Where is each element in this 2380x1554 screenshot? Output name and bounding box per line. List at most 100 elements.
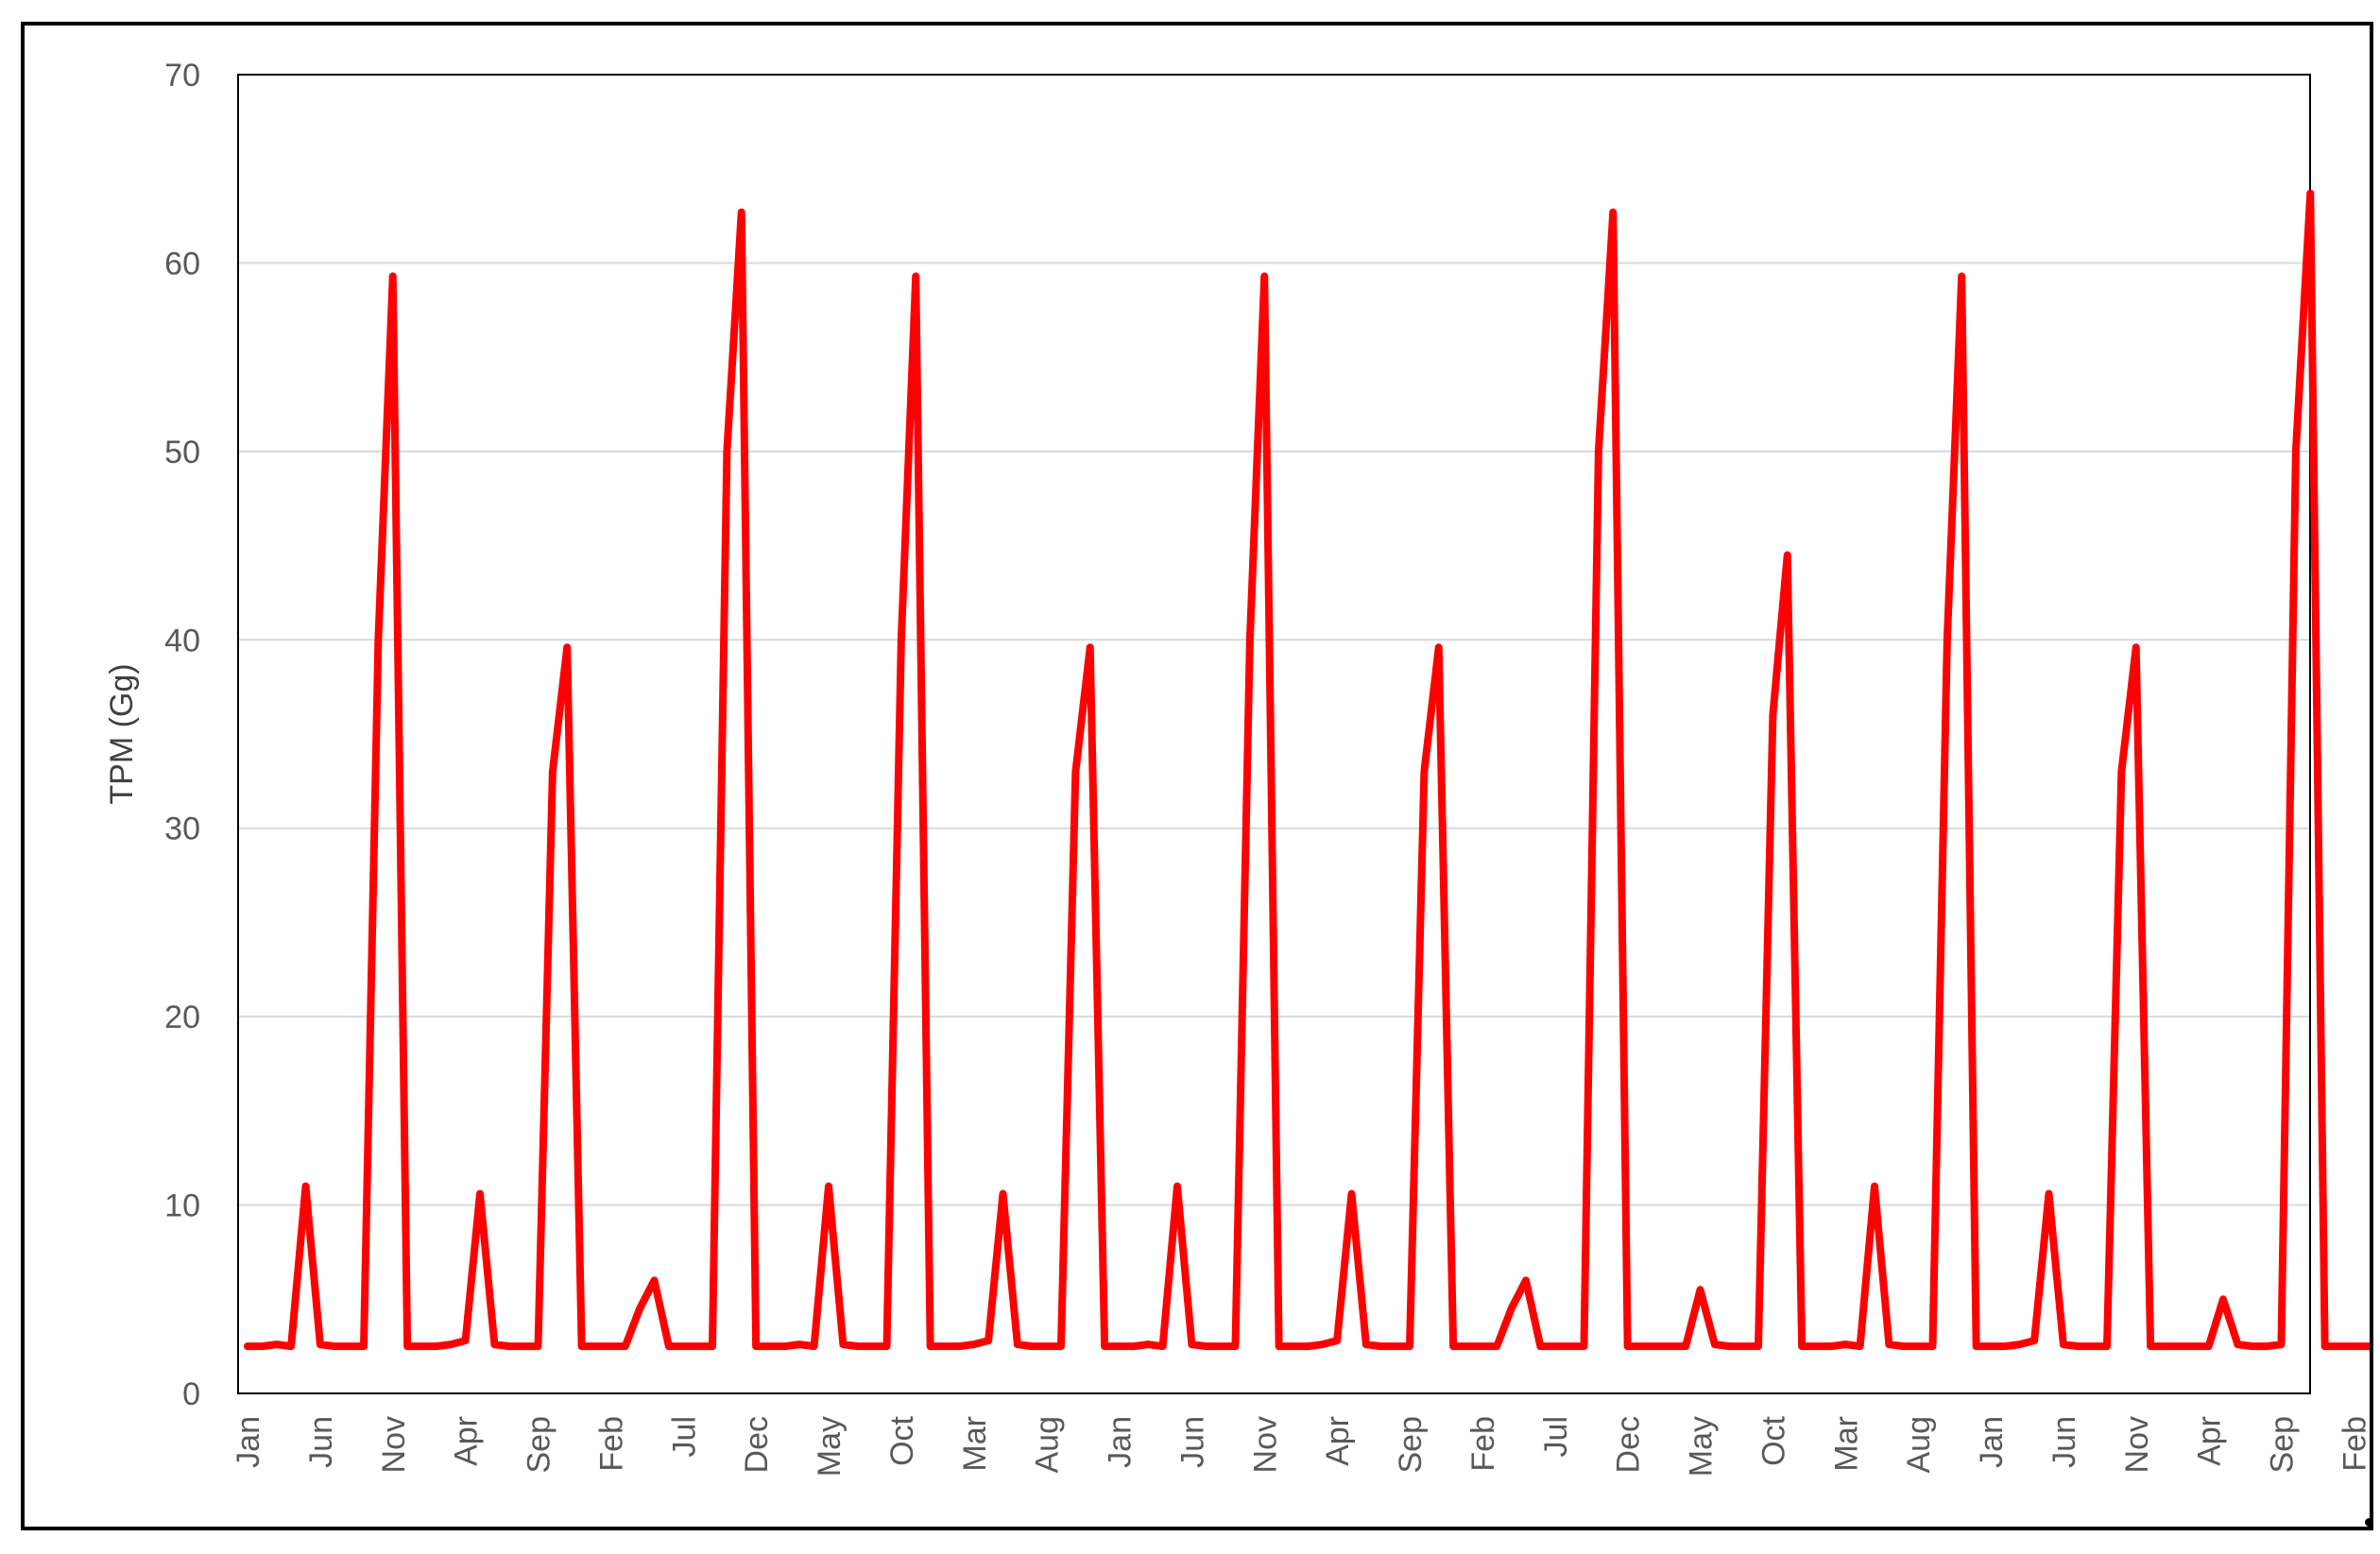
data-point xyxy=(1611,211,1615,214)
data-point xyxy=(1945,638,1949,641)
data-point xyxy=(1073,770,1077,774)
data-point xyxy=(304,1185,307,1188)
data-point xyxy=(1669,1344,1673,1348)
data-point xyxy=(1175,1185,1179,1188)
data-point xyxy=(1451,1344,1455,1348)
data-point xyxy=(1931,1344,1934,1348)
data-point xyxy=(1234,1344,1237,1348)
data-point xyxy=(1103,1344,1106,1348)
y-axis-ticks: 0 10 20 30 40 50 60 70 xyxy=(164,58,200,1412)
data-point xyxy=(1030,1344,1034,1348)
data-point xyxy=(1495,1344,1498,1348)
data-point xyxy=(783,1344,787,1348)
data-point xyxy=(1364,1342,1368,1346)
data-point xyxy=(2164,1344,2166,1348)
data-point xyxy=(986,1339,990,1342)
data-point xyxy=(580,1344,584,1348)
y-tick-label: 30 xyxy=(164,811,200,847)
data-point xyxy=(1713,1342,1717,1346)
x-tick-label: Feb xyxy=(2337,1416,2370,1472)
data-point xyxy=(2294,450,2298,453)
data-point xyxy=(1335,1339,1339,1342)
x-tick-label: Apr xyxy=(449,1416,485,1466)
x-tick-label: Jun xyxy=(303,1416,339,1468)
data-point xyxy=(1873,1185,1876,1188)
data-point xyxy=(1989,1344,1993,1348)
y-tick-label: 0 xyxy=(182,1376,200,1412)
data-point xyxy=(1699,1288,1702,1291)
y-axis-label: TPM (Gg) xyxy=(104,663,140,804)
data-point xyxy=(899,638,903,641)
data-point xyxy=(1626,1344,1630,1348)
data-point xyxy=(1161,1344,1165,1348)
data-point xyxy=(449,1342,453,1346)
data-point xyxy=(1684,1344,1687,1348)
data-point xyxy=(1597,450,1601,453)
data-point xyxy=(2178,1344,2182,1348)
x-tick-label: Aug xyxy=(1901,1416,1937,1474)
x-tick-label: Jan xyxy=(231,1416,266,1468)
data-point xyxy=(2207,1344,2211,1348)
data-point xyxy=(420,1344,423,1348)
data-point xyxy=(1829,1344,1833,1348)
data-point xyxy=(1002,1192,1004,1196)
data-point xyxy=(2192,1344,2196,1348)
data-point xyxy=(1553,1344,1557,1348)
data-point xyxy=(1858,1344,1862,1348)
trailing-dot xyxy=(2365,1518,2373,1527)
x-tick-label: Feb xyxy=(1465,1416,1501,1472)
x-tick-label: Sep xyxy=(1393,1416,1429,1474)
data-point xyxy=(1524,1278,1528,1282)
data-point xyxy=(1843,1342,1847,1346)
data-point xyxy=(2047,1192,2050,1196)
data-point xyxy=(2062,1342,2065,1346)
data-point xyxy=(972,1342,976,1346)
x-tick-label: Jan xyxy=(1103,1416,1139,1468)
data-point xyxy=(856,1344,860,1348)
data-point xyxy=(1510,1306,1514,1310)
data-point xyxy=(1466,1344,1469,1348)
x-tick-label: Oct xyxy=(1755,1415,1791,1465)
data-point xyxy=(1640,1344,1644,1348)
data-point xyxy=(2018,1342,2022,1346)
y-tick-label: 60 xyxy=(164,246,200,282)
data-point xyxy=(1146,1342,1150,1346)
data-point xyxy=(1016,1342,1019,1346)
line-chart: 0 10 20 30 40 50 60 70 Jan Jun Nov Apr Sep Feb Jul Dec… xyxy=(104,58,2380,1477)
data-point xyxy=(1219,1344,1223,1348)
data-point xyxy=(943,1344,947,1348)
data-point xyxy=(260,1344,264,1348)
data-point xyxy=(376,638,380,641)
data-point xyxy=(1205,1344,1208,1348)
data-point xyxy=(333,1344,336,1348)
data-point xyxy=(2280,1342,2283,1346)
data-point xyxy=(1088,645,1092,649)
data-point xyxy=(2134,645,2138,649)
data-point xyxy=(348,1344,351,1348)
data-point xyxy=(957,1344,961,1348)
data-point xyxy=(1190,1342,1193,1346)
data-point xyxy=(435,1344,438,1348)
x-tick-label: Jul xyxy=(1538,1416,1574,1457)
x-axis-ticks: Jan Jun Nov Apr Sep Feb Jul Dec May Oct Mar Aug Jan J… xyxy=(231,1415,2372,1477)
chart-frame: 0 10 20 30 40 50 60 70 Jan Jun Nov Apr Sep Feb Jul Dec… xyxy=(21,22,2380,1530)
x-tick-label: Nov xyxy=(2119,1416,2155,1473)
data-point xyxy=(2251,1344,2254,1348)
data-point xyxy=(1045,1344,1049,1348)
y-tick-label: 50 xyxy=(164,435,200,470)
data-point xyxy=(405,1344,409,1348)
data-point xyxy=(1118,1344,1121,1348)
data-point xyxy=(667,1344,671,1348)
data-point xyxy=(696,1344,700,1348)
y-tick-label: 40 xyxy=(164,623,200,658)
data-point xyxy=(478,1192,482,1196)
data-point xyxy=(769,1344,772,1348)
data-point xyxy=(565,645,569,649)
data-point xyxy=(1059,1344,1063,1348)
x-tick-label: Apr xyxy=(2192,1416,2228,1466)
data-point xyxy=(2367,1344,2371,1348)
data-point xyxy=(1350,1192,1353,1196)
data-point xyxy=(929,1344,933,1348)
data-point xyxy=(1437,645,1441,649)
series-line xyxy=(244,189,2380,1351)
